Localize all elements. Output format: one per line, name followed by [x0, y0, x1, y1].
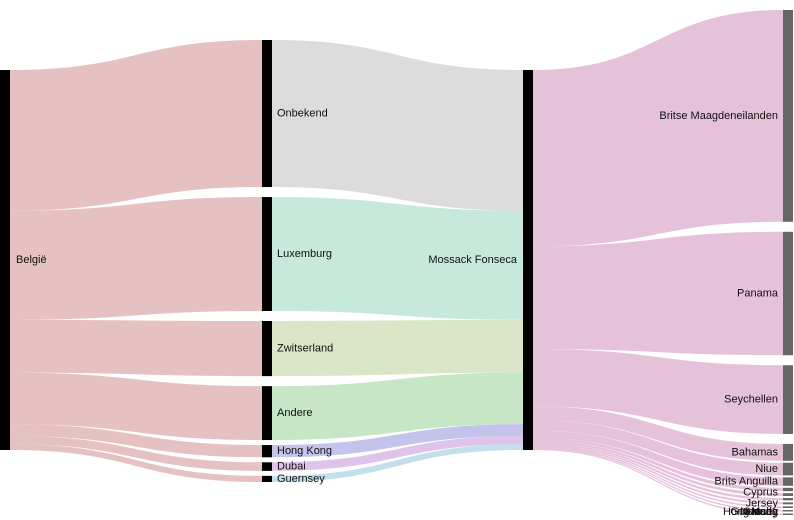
node-belgie	[0, 70, 10, 450]
label-dest-bahamas: Bahamas	[732, 446, 779, 458]
link-andere-mossack	[272, 372, 523, 441]
node-dest-bahamas	[783, 443, 793, 461]
link-mossack-anguilla	[533, 430, 783, 486]
label-dest-seychellen: Seychellen	[724, 393, 778, 405]
label-dubai: Dubai	[277, 460, 306, 472]
node-dest-guernsey_d	[783, 497, 793, 501]
node-hong_kong	[262, 445, 272, 458]
link-mossack-cyprus	[533, 437, 783, 492]
label-hong_kong: Hong Kong	[277, 445, 332, 457]
labels-layer: België Onbekend Luxemburg Zwitserland Andere…	[16, 107, 779, 517]
label-dest-niue: Niue	[755, 463, 778, 475]
label-onbekend: Onbekend	[277, 107, 328, 119]
node-dest-niue	[783, 462, 793, 476]
link-mossack-malta	[533, 444, 783, 505]
links-layer	[10, 10, 783, 515]
link-luxemburg-mossack	[272, 197, 523, 320]
link-mossack-nevada	[533, 447, 783, 512]
label-guernsey: Guernsey	[277, 473, 325, 485]
node-dest-anguilla	[783, 477, 793, 486]
label-luxemburg: Luxemburg	[277, 248, 332, 260]
node-andere	[262, 386, 272, 441]
link-mossack-samoa	[533, 449, 783, 515]
link-belgie-hong_kong	[10, 424, 262, 458]
node-dubai	[262, 462, 272, 471]
link-belgie-luxemburg	[10, 197, 262, 320]
link-belgie-zwitserland	[10, 319, 262, 377]
node-dest-panama	[783, 231, 793, 356]
link-zwitserland-mossack	[272, 319, 523, 377]
node-dest-nevada	[783, 510, 793, 512]
nodes-layer	[0, 10, 793, 516]
link-mossack-seychellen	[533, 349, 783, 434]
label-dest-guernsey_d: Guernsey	[730, 506, 778, 518]
link-dubai-mossack	[272, 435, 523, 471]
link-mossack-niue	[533, 420, 783, 476]
node-zwitserland	[262, 320, 272, 377]
label-dest-samoa: Samoa	[743, 506, 779, 518]
label-mossack-fonseca: Mossack Fonseca	[428, 254, 518, 266]
label-dest-jersey: Jersey	[746, 498, 779, 510]
link-belgie-dubai	[10, 435, 262, 471]
node-dest-cyprus	[783, 487, 793, 492]
node-dest-samoa	[783, 513, 793, 516]
node-dest-jersey	[783, 493, 793, 496]
label-dest-malta: Malta	[751, 506, 779, 518]
node-luxemburg	[262, 197, 272, 311]
label-dest-hongkong_d: Hong Kong	[723, 506, 778, 518]
node-dest-malta	[783, 502, 793, 505]
link-mossack-jersey	[533, 440, 783, 496]
node-guernsey	[262, 475, 272, 482]
label-belgie: België	[16, 254, 47, 266]
label-dest-bvi: Britse Maagdeneilanden	[659, 110, 778, 122]
link-mossack-bahamas	[533, 406, 783, 461]
link-onbekend-mossack	[272, 40, 523, 211]
link-belgie-guernsey	[10, 444, 262, 482]
label-zwitserland: Zwitserland	[277, 342, 333, 354]
label-dest-anguilla: Brits Anguilla	[714, 476, 778, 488]
link-mossack-hongkong_d	[533, 446, 783, 509]
link-belgie-andere	[10, 372, 262, 441]
link-hong_kong-mossack	[272, 424, 523, 458]
link-mossack-bvi	[533, 10, 783, 247]
node-onbekend	[262, 40, 272, 188]
link-mossack-guernsey_d	[533, 442, 783, 501]
label-dest-panama: Panama	[737, 287, 779, 299]
label-dest-cyprus: Cyprus	[743, 487, 778, 499]
link-belgie-onbekend	[10, 40, 262, 211]
node-dest-bvi	[783, 10, 793, 222]
label-dest-nevada: Nevada	[740, 506, 779, 518]
link-guernsey-mossack	[272, 444, 523, 482]
label-andere: Andere	[277, 407, 312, 419]
link-mossack-panama	[533, 231, 783, 356]
node-mossack-fonseca	[523, 70, 533, 450]
node-dest-seychellen	[783, 365, 793, 434]
node-dest-hongkong_d	[783, 506, 793, 509]
